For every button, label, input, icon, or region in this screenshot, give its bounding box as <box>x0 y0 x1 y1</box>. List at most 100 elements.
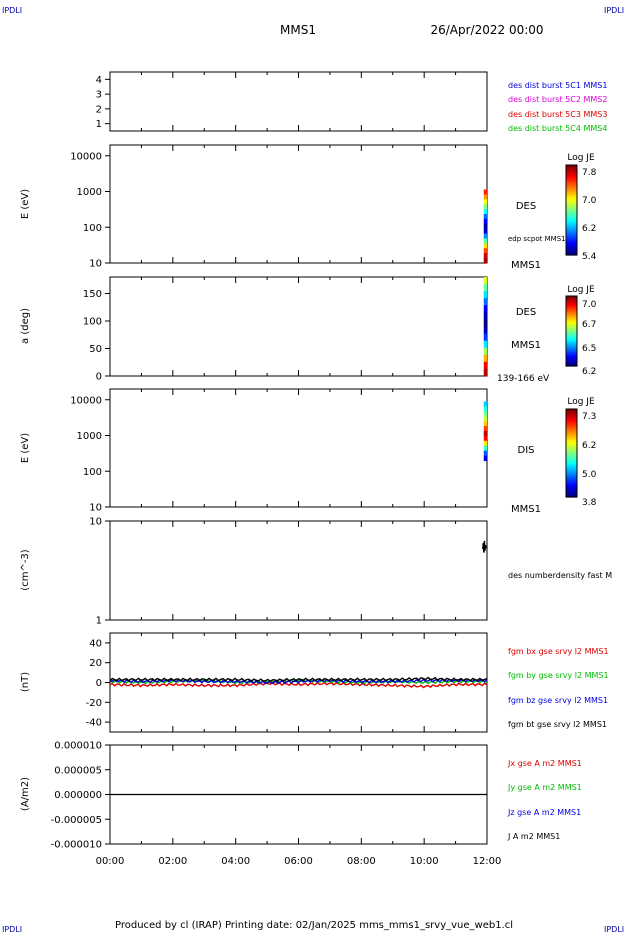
legend-entry: des numberdensity fast M <box>508 571 612 580</box>
colorbar-cell <box>566 409 577 412</box>
colorbar-cell <box>566 411 577 414</box>
legend-entry: des dist burst 5C1 MMS1 <box>508 81 607 90</box>
x-tick-label: 04:00 <box>221 856 250 867</box>
colorbar-cell <box>566 313 577 316</box>
instrument-label: DES <box>516 201 536 212</box>
colorbar-cell <box>566 345 577 348</box>
legend-entry: Jx gse A m2 MMS1 <box>507 759 582 768</box>
y-tick-label: 2 <box>96 104 102 115</box>
x-tick-label: 12:00 <box>473 856 502 867</box>
y-tick-label: 50 <box>89 344 102 355</box>
y-tick-label: 10000 <box>70 395 102 406</box>
spectrogram-cell <box>483 455 487 462</box>
field-line <box>109 676 488 683</box>
x-tick-label: 00:00 <box>96 856 125 867</box>
panel-frame <box>109 276 488 377</box>
colorbar-cell <box>566 420 577 423</box>
colorbar-tick-label: 7.0 <box>582 196 597 206</box>
colorbar-cell <box>566 243 577 247</box>
y-tick-label: 0.000005 <box>54 765 102 776</box>
panel-burst: des dist burst 5C1 MMS1 des dist burst 5… <box>109 71 607 133</box>
spectrogram-cell <box>483 401 487 407</box>
colorbar-cell <box>566 296 577 299</box>
spectrogram-cell <box>483 354 487 363</box>
colorbar-cell <box>566 442 577 445</box>
spectrogram-cell <box>483 416 487 422</box>
colorbar-cell <box>566 171 577 175</box>
y-tick-label: 100 <box>83 467 102 478</box>
y-tick-label: 10 <box>89 259 102 270</box>
legend-entry: J A m2 MMS1 <box>507 832 560 841</box>
colorbar-cell <box>566 457 577 461</box>
spacecraft-label: MMS1 <box>511 260 541 271</box>
colorbar-cell <box>566 189 577 193</box>
panel-des-energy: E (eV) DES edp scpot MMS1 MMS1 Log JE 7.… <box>20 144 597 271</box>
colorbar-cell <box>566 219 577 222</box>
colorbar-cell <box>566 357 577 360</box>
colorbar-cell <box>566 169 577 173</box>
colorbar-cell <box>566 325 577 329</box>
colorbar-cell <box>566 348 577 351</box>
colorbar-cell <box>566 239 577 243</box>
spectrogram-cell <box>483 326 487 335</box>
spectrogram-cell <box>483 435 487 442</box>
colorbar-cell <box>566 237 577 240</box>
colorbar-cell <box>566 306 577 309</box>
colorbar-cell <box>566 455 577 458</box>
colorbar-cell <box>566 481 577 485</box>
colorbar-cell <box>566 310 577 313</box>
legend-entry: fgm bz gse srvy l2 MMS1 <box>508 696 608 705</box>
footer-credit: Produced by cl (IRAP) Printing date: 02/… <box>115 920 513 931</box>
colorbar-cell <box>566 311 577 315</box>
colorbar-cell <box>566 459 577 463</box>
y-tick-label: -40 <box>86 718 102 729</box>
instrument-label: DIS <box>518 445 535 456</box>
colorbar-cell <box>566 417 577 421</box>
colorbar-cell <box>566 483 577 487</box>
spectrogram-cell <box>483 253 487 259</box>
colorbar-cell <box>566 448 577 452</box>
colorbar-cell <box>566 192 577 195</box>
spectrogram-cell <box>483 258 487 264</box>
colorbar-cell <box>566 303 577 306</box>
colorbar-cell <box>566 339 577 343</box>
colorbar-tick-label: 7.0 <box>582 300 597 310</box>
colorbar-cell <box>566 212 577 216</box>
y-tick-label: 0.000010 <box>54 741 102 752</box>
colorbar-frame <box>565 295 578 367</box>
x-tick-label: 08:00 <box>347 856 376 867</box>
colorbar-cell <box>566 174 577 177</box>
colorbar-cell <box>566 297 577 301</box>
spectrogram-cell <box>483 277 487 285</box>
colorbar-cell <box>566 230 577 234</box>
legend-entry: des dist burst 5C4 MMS4 <box>508 124 607 133</box>
legend-entry: des dist burst 5C2 MMS2 <box>508 95 607 104</box>
colorbar-cell <box>566 221 577 225</box>
spectrogram-cell <box>483 189 487 196</box>
colorbar-tick-label: 3.8 <box>582 498 597 508</box>
spectrogram-cell <box>483 248 487 254</box>
spectrogram-cell <box>483 298 487 306</box>
y-tick-label: 0 <box>96 372 102 383</box>
colorbar-cell <box>566 466 577 469</box>
spectrogram-cell <box>483 291 487 299</box>
colorbar-frame <box>565 164 578 256</box>
colorbar-cell <box>566 201 577 204</box>
colorbar-cell <box>566 446 577 450</box>
colorbar-tick-label: 5.4 <box>582 252 597 262</box>
legend-entry: Jz gse A m2 MMS1 <box>507 808 581 817</box>
y-tick-label: -0.000005 <box>51 815 102 826</box>
colorbar-cell <box>566 304 577 308</box>
spectrogram-cell <box>483 194 487 200</box>
y-tick-label: 100 <box>83 223 102 234</box>
panel-density: (cm^-3) des numberdensity fast M <box>20 520 612 621</box>
colorbar-cell <box>566 246 577 249</box>
axis-label-y: (cm^-3) <box>20 549 31 590</box>
colorbar-cell <box>566 252 577 256</box>
energy-range-label: 139-166 eV <box>497 374 550 384</box>
colorbar-cell <box>566 424 577 428</box>
colorbar-cell <box>566 359 577 362</box>
colorbar-tick-label: 6.2 <box>582 367 596 377</box>
colorbar-cell <box>566 477 577 480</box>
